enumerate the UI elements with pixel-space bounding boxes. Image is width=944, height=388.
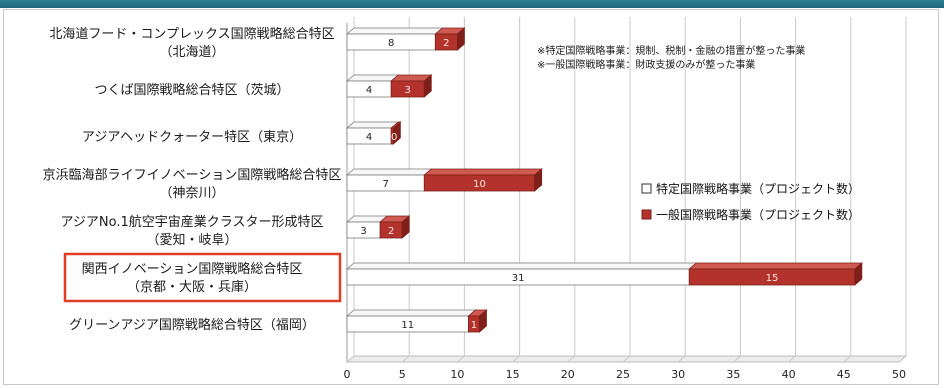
highlight-box [63, 252, 342, 303]
x-tick-label: 10 [450, 368, 464, 381]
category-label: 関西イノベーション国際戦略総合特区 [82, 261, 303, 277]
category-label: アジアNo.1航空宇宙産業クラスター形成特区 [60, 214, 323, 230]
value-label-general: 1 [471, 320, 477, 331]
x-tick-label: 25 [616, 368, 630, 381]
value-label-specific: 4 [366, 85, 372, 96]
x-tick-label: 5 [399, 368, 406, 381]
value-label-specific: 11 [401, 320, 414, 331]
value-label-general: 3 [405, 85, 411, 96]
category-label: グリーンアジア国際戦略総合特区（福岡） [69, 317, 315, 333]
value-label-specific: 3 [360, 226, 366, 237]
x-tick-label: 0 [344, 368, 351, 381]
bar-end-cap [479, 309, 487, 333]
value-label-specific: 31 [512, 273, 525, 284]
x-tick-label: 20 [561, 368, 575, 381]
value-label-specific: 8 [388, 38, 394, 49]
value-label-general: 0 [391, 132, 397, 143]
category-label: 京浜臨海部ライフイノベーション国際戦略総合特区 [43, 167, 342, 183]
value-label-specific: 7 [382, 179, 388, 190]
bar-segment-specific-top [345, 121, 400, 129]
gridline-floor [898, 355, 907, 363]
category-label: （京都・大阪・兵庫） [127, 280, 257, 295]
bar-segment-specific-top [345, 27, 444, 35]
x-tick-label: 40 [782, 368, 796, 381]
bar-end-cap [457, 27, 465, 51]
x-tick-label: 30 [671, 368, 685, 381]
legend-label-general: 一般国際戦略事業（プロジェクト数） [656, 207, 860, 222]
gridline-floor [843, 355, 852, 363]
value-label-general: 2 [388, 226, 394, 237]
bar-segment-general-top [423, 168, 543, 176]
top-banner [0, 0, 944, 8]
legend-label-specific: 特定国際戦略事業（プロジェクト数） [656, 181, 860, 196]
gridline-floor [346, 355, 355, 363]
category-label: 北海道フード・コンプレックス国際戦略総合特区 [49, 26, 334, 42]
bar-segment-specific-top [345, 309, 477, 317]
legend-swatch-specific [641, 183, 652, 194]
bar-end-cap [401, 215, 410, 239]
gridline-floor [622, 355, 631, 363]
legend-swatch-general [641, 209, 652, 220]
gridline-floor [567, 355, 576, 363]
bar-segment-specific-top [345, 168, 433, 176]
gridline-floor [788, 355, 796, 363]
footnote: ※一般国際戦略事業：財政支援のみが整った事業 [537, 58, 755, 71]
value-label-general: 2 [443, 38, 449, 49]
category-label: （北海道） [159, 45, 224, 60]
category-label: つくば国際戦略総合特区（茨城） [94, 82, 289, 98]
value-label-general: 15 [766, 273, 779, 284]
x-tick-label: 50 [892, 368, 906, 381]
gridline-floor [733, 355, 741, 363]
x-tick-label: 15 [506, 368, 520, 381]
footnote: ※特定国際戦略事業：規制、税制・金融の措置が整った事業 [537, 44, 805, 57]
bar-segment-specific-top [345, 262, 698, 270]
category-label: （愛知・岐阜） [146, 232, 237, 248]
gridline-floor [677, 355, 686, 363]
value-label-general: 10 [473, 179, 486, 190]
category-label: アジアヘッドクォーター特区（東京） [82, 129, 302, 145]
bar-segment-specific-top [345, 74, 400, 82]
bar-end-cap [392, 121, 401, 145]
gridline-floor [512, 355, 520, 363]
bar-end-cap [854, 262, 863, 286]
gridline-floor [457, 355, 465, 363]
category-label: （神奈川） [159, 186, 224, 201]
x-tick-label: 45 [837, 368, 851, 381]
value-label-specific: 4 [366, 132, 372, 143]
x-tick-label: 35 [726, 368, 740, 381]
bar-end-cap [534, 168, 543, 192]
bar-segment-general-top [688, 262, 863, 270]
gridline-floor [401, 355, 410, 363]
bar-end-cap [423, 74, 432, 98]
